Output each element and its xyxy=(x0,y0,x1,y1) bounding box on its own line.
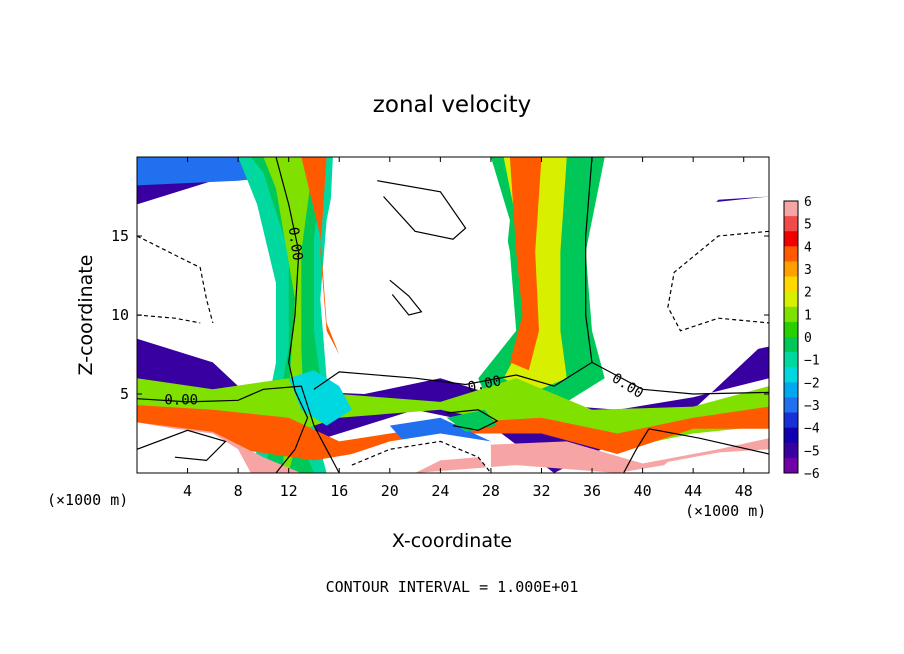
colorbar-label: 5 xyxy=(804,218,812,233)
contour-line-9 xyxy=(623,428,650,473)
x-tick-label: 8 xyxy=(234,482,243,500)
y-axis-label: Z-coordinate xyxy=(75,255,97,376)
colorbar-swatch xyxy=(784,246,798,262)
x-tick-label: 16 xyxy=(330,482,348,500)
field-region-6 xyxy=(301,157,340,355)
colorbar-swatch xyxy=(784,276,798,293)
colorbar-swatch xyxy=(784,321,798,338)
colorbar-label: −5 xyxy=(804,444,820,459)
colorbar-swatch xyxy=(784,216,798,232)
x-tick-label: 44 xyxy=(684,482,702,500)
near-zero-regions xyxy=(137,157,769,473)
contour-line-1 xyxy=(275,157,309,473)
contour-line-6 xyxy=(446,409,499,431)
white-region-1 xyxy=(329,157,510,355)
x-axis-label: X-coordinate xyxy=(392,530,512,552)
x-tick-label: 28 xyxy=(482,482,500,500)
white-region-2 xyxy=(585,157,769,347)
chart-title: zonal velocity xyxy=(373,92,531,118)
colorbar-swatch xyxy=(784,201,798,217)
white-region-3 xyxy=(667,196,769,355)
colorbar-label: −2 xyxy=(804,376,820,391)
contour-line-7 xyxy=(137,429,227,462)
colorbar-label: −4 xyxy=(804,422,820,437)
x-tick-label: 12 xyxy=(280,482,298,500)
field-region-10 xyxy=(137,378,769,450)
white-region-6 xyxy=(655,449,769,473)
x-tick-label: 48 xyxy=(735,482,753,500)
plot-area: 0.000.000.00 0.00 xyxy=(137,157,769,473)
colorbar-swatch xyxy=(784,306,798,323)
contour-lines xyxy=(137,157,769,473)
colorbar-swatch xyxy=(784,442,798,459)
colorbar-swatch xyxy=(784,231,798,247)
colorbar-label: −6 xyxy=(804,467,820,482)
contour-line-8 xyxy=(648,428,769,455)
x-unit-left: (×1000 m) xyxy=(47,491,128,509)
colorbar-swatch xyxy=(784,261,798,278)
colorbar-label: −1 xyxy=(804,354,820,369)
x-tick-label: 36 xyxy=(583,482,601,500)
colorbar-swatch xyxy=(784,382,798,398)
field-region-9 xyxy=(509,157,542,371)
contour-label-1: 0.00 xyxy=(285,226,306,262)
contour-labels: 0.000.000.00 0.00 xyxy=(164,226,646,408)
x-tick-label: 4 xyxy=(183,482,192,500)
colorbar-label: 2 xyxy=(804,286,812,301)
colorbar-label: 0 xyxy=(804,331,812,346)
colorbar-swatch xyxy=(784,457,798,474)
contour-line-13 xyxy=(667,230,769,332)
contour-line-11 xyxy=(137,314,201,324)
colorbar-swatch xyxy=(784,352,798,368)
contour-interval-note: CONTOUR INTERVAL = 1.000E+01 xyxy=(326,578,579,596)
colorbar-label: 1 xyxy=(804,308,812,323)
contour-line-5 xyxy=(389,279,423,316)
y-axis-ticks: 5 10 15 xyxy=(111,227,769,403)
colorbar-swatch xyxy=(784,367,798,383)
contour-line-2 xyxy=(313,361,769,395)
colorbar-swatch xyxy=(784,291,798,308)
y-tick-label: 5 xyxy=(120,385,129,403)
contour-label-0: 0.00 xyxy=(164,392,198,408)
white-region-5 xyxy=(351,433,491,473)
colorbar-frame xyxy=(783,200,799,474)
colorbar-swatch xyxy=(784,337,798,353)
colorbar-label: 3 xyxy=(804,263,812,278)
colorbar-swatch xyxy=(784,427,798,444)
x-unit-right: (×1000 m) xyxy=(685,502,766,520)
white-region-4 xyxy=(137,422,251,473)
contour-line-4 xyxy=(377,180,467,240)
contour-line-3 xyxy=(585,157,593,363)
colorbar: 6 5 4 3 2 1 0 −1 −2 −3 −4 −5 −6 xyxy=(783,195,820,482)
field-region-12 xyxy=(137,422,769,473)
y-tick-label: 15 xyxy=(111,227,129,245)
contour-line-0 xyxy=(137,385,340,473)
y-tick-label: 10 xyxy=(111,306,129,324)
contour-line-12 xyxy=(351,440,492,473)
x-tick-label: 32 xyxy=(532,482,550,500)
contour-label-2: 0.00 xyxy=(466,373,502,396)
white-region-0 xyxy=(137,204,264,339)
colorbar-swatch xyxy=(784,397,798,414)
x-axis-ticks: 4 8 12 16 20 24 28 32 36 40 44 48 xyxy=(183,157,753,500)
colorbar-label: −3 xyxy=(804,399,820,414)
x-tick-label: 20 xyxy=(381,482,399,500)
colorbar-swatch xyxy=(784,412,798,429)
contour-line-10 xyxy=(137,235,214,324)
x-tick-label: 40 xyxy=(634,482,652,500)
x-tick-label: 24 xyxy=(431,482,449,500)
colorbar-label: 6 xyxy=(804,195,812,210)
colorbar-label: 4 xyxy=(804,240,812,255)
